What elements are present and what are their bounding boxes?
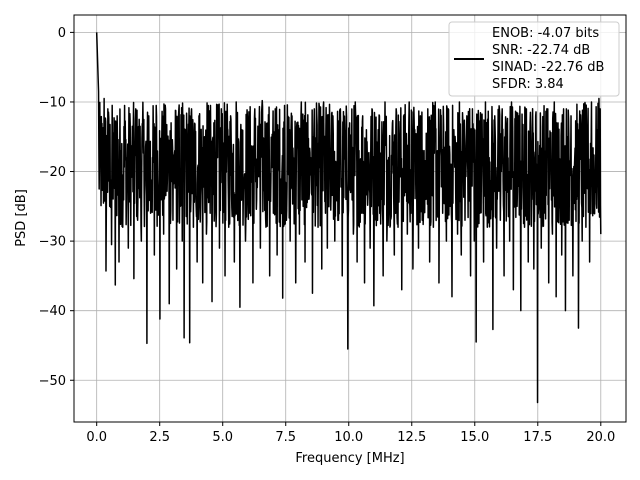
legend-entry-snr: SNR: -22.74 dB <box>492 43 590 58</box>
x-tick-label: 2.5 <box>149 430 170 445</box>
x-axis-ticks: 0.0 2.5 5.0 7.5 10.0 12.5 15.0 17.5 20.0 <box>86 422 615 445</box>
y-axis-ticks: 0 −10 −20 −30 −40 −50 <box>39 26 74 389</box>
x-tick-label: 5.0 <box>212 430 233 445</box>
x-tick-label: 20.0 <box>586 430 615 445</box>
legend-entry-sfdr: SFDR: 3.84 <box>492 77 564 92</box>
x-tick-label: 0.0 <box>86 430 107 445</box>
y-tick-label: −10 <box>39 95 66 110</box>
y-tick-label: −50 <box>39 374 66 389</box>
legend-entry-sinad: SINAD: -22.76 dB <box>492 60 604 75</box>
psd-series-line <box>95 32 602 404</box>
legend: ENOB: -4.07 bits SNR: -22.74 dB SINAD: -… <box>448 21 620 97</box>
plot-area <box>95 32 602 404</box>
legend-entry-enob: ENOB: -4.07 bits <box>492 26 599 41</box>
y-tick-label: 0 <box>58 26 66 41</box>
x-tick-label: 7.5 <box>275 430 296 445</box>
plot-frame <box>73 14 627 423</box>
y-tick-label: −20 <box>39 165 66 180</box>
y-tick-label: −40 <box>39 304 66 319</box>
x-axis-label: Frequency [MHz] <box>295 451 404 466</box>
x-tick-label: 15.0 <box>460 430 489 445</box>
x-tick-label: 12.5 <box>397 430 426 445</box>
legend-box <box>448 21 620 97</box>
y-tick-label: −30 <box>39 235 66 250</box>
y-axis-label: PSD [dB] <box>14 189 29 247</box>
x-tick-label: 10.0 <box>334 430 363 445</box>
x-tick-label: 17.5 <box>523 430 552 445</box>
